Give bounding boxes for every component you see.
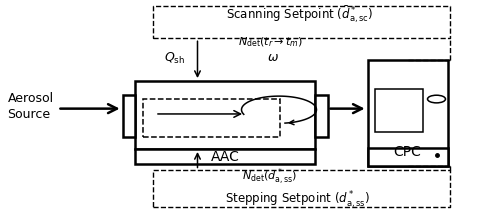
Text: CPC: CPC: [394, 145, 421, 159]
Circle shape: [428, 95, 446, 103]
Bar: [375, 89, 422, 132]
Text: Stepping Setpoint ($d^*_{\mathrm{a,ss}}$): Stepping Setpoint ($d^*_{\mathrm{a,ss}}$…: [225, 190, 370, 211]
Bar: [315, 95, 328, 137]
Text: $Q_{\mathrm{sh}}$: $Q_{\mathrm{sh}}$: [164, 51, 186, 66]
Bar: [368, 60, 448, 166]
Bar: [142, 99, 280, 137]
Text: $\omega$: $\omega$: [266, 51, 278, 64]
Text: $N_{\mathrm{det}}(d^*_{\mathrm{a,ss}})$: $N_{\mathrm{det}}(d^*_{\mathrm{a,ss}})$: [242, 166, 298, 187]
Text: AAC: AAC: [210, 150, 240, 164]
Bar: [135, 81, 315, 149]
Bar: [135, 149, 315, 164]
Bar: [368, 148, 448, 166]
Text: Scanning Setpoint ($\bar{d}^*_{\mathrm{a,sc}}$): Scanning Setpoint ($\bar{d}^*_{\mathrm{a…: [226, 4, 374, 26]
Bar: [122, 95, 135, 137]
Text: Aerosol
Source: Aerosol Source: [8, 92, 54, 121]
Text: $N_{\mathrm{det}}(t_r \rightarrow t_m)$: $N_{\mathrm{det}}(t_r \rightarrow t_m)$: [238, 36, 302, 49]
